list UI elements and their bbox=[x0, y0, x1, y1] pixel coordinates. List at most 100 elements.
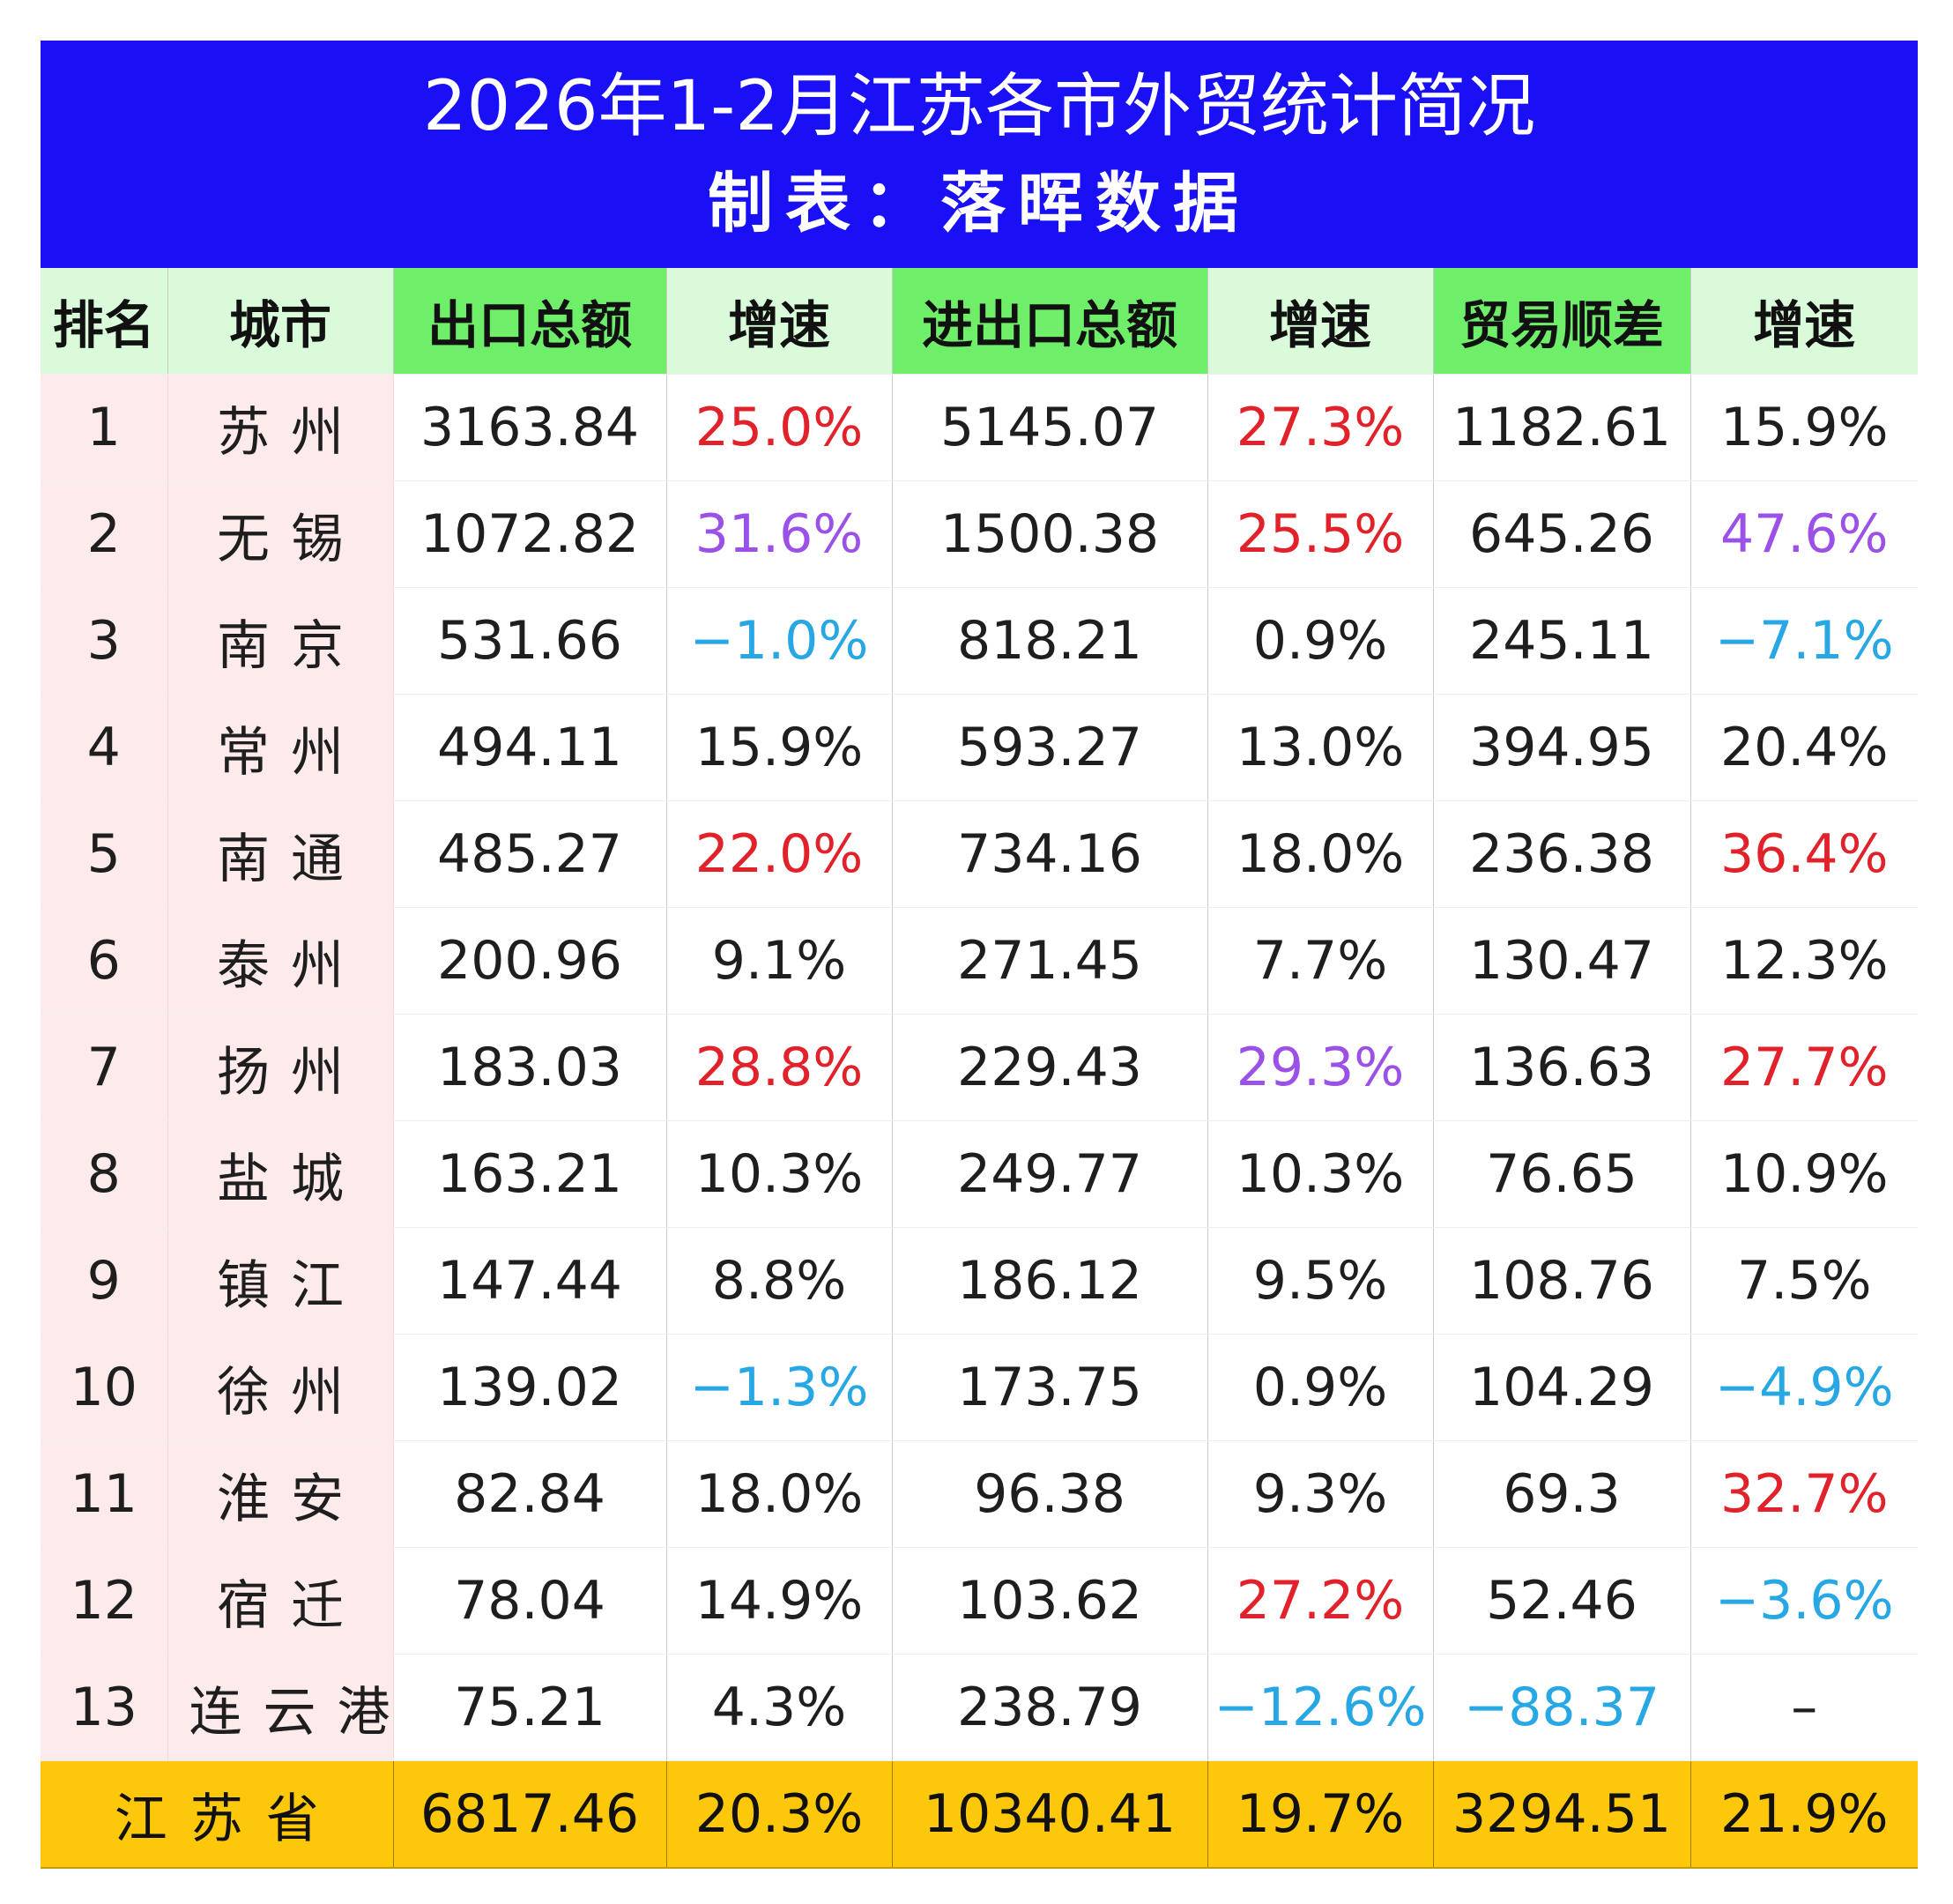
cell-export-growth: 8.8% bbox=[666, 1227, 893, 1335]
header-total-growth: 增速 bbox=[1207, 268, 1434, 375]
cell-city: 盐城 bbox=[167, 1120, 394, 1228]
cell-export-growth: 18.0% bbox=[666, 1440, 893, 1548]
cell-export: 494.11 bbox=[393, 694, 667, 801]
cell-total-trade: 173.75 bbox=[892, 1334, 1208, 1441]
cell-rank: 12 bbox=[41, 1547, 168, 1655]
cell-export-growth: 4.3% bbox=[666, 1654, 893, 1761]
cell-export: 147.44 bbox=[393, 1227, 667, 1335]
cell-total-growth: 27.3% bbox=[1207, 374, 1434, 481]
cell-surplus-growth: 10.9% bbox=[1690, 1120, 1918, 1228]
header-export: 出口总额 bbox=[393, 268, 667, 375]
header-surplus-growth: 增速 bbox=[1690, 268, 1918, 375]
cell-rank: 10 bbox=[41, 1334, 168, 1441]
header-surplus: 贸易顺差 bbox=[1433, 268, 1691, 375]
cell-export: 183.03 bbox=[393, 1014, 667, 1121]
cell-rank: 8 bbox=[41, 1120, 168, 1228]
title-banner: 2026年1-2月江苏各市外贸统计简况 制表：落晖数据 bbox=[41, 41, 1918, 268]
cell-city: 泰州 bbox=[167, 907, 394, 1015]
cell-surplus-growth: 36.4% bbox=[1690, 800, 1918, 908]
cell-export-growth: 15.9% bbox=[666, 694, 893, 801]
cell-city: 南京 bbox=[167, 587, 394, 695]
cell-city: 扬州 bbox=[167, 1014, 394, 1121]
cell-surplus-growth: 15.9% bbox=[1690, 374, 1918, 481]
table-row: 1 苏州 3163.84 25.0% 5145.07 27.3% 1182.61 15.9% bbox=[41, 374, 1918, 481]
cell-surplus: 69.3 bbox=[1433, 1440, 1691, 1548]
cell-total-growth: 18.0% bbox=[1207, 800, 1434, 908]
cell-rank: 11 bbox=[41, 1440, 168, 1548]
cell-total-growth: 7.7% bbox=[1207, 907, 1434, 1015]
cell-total-growth: 25.5% bbox=[1207, 480, 1434, 588]
header-row: 排名 城市 出口总额 增速 进出口总额 增速 贸易顺差 增速 bbox=[41, 268, 1918, 375]
cell-total-growth: 0.9% bbox=[1207, 1334, 1434, 1441]
cell-surplus-growth: 12.3% bbox=[1690, 907, 1918, 1015]
cell-total-trade: 96.38 bbox=[892, 1440, 1208, 1548]
cell-rank: 6 bbox=[41, 907, 168, 1015]
cell-export: 139.02 bbox=[393, 1334, 667, 1441]
table-row: 10 徐州 139.02 −1.3% 173.75 0.9% 104.29 −4.9% bbox=[41, 1334, 1918, 1441]
cell-surplus: 130.47 bbox=[1433, 907, 1691, 1015]
cell-export-growth: 10.3% bbox=[666, 1120, 893, 1228]
cell-total-trade: 249.77 bbox=[892, 1120, 1208, 1228]
cell-total-trade: 5145.07 bbox=[892, 374, 1208, 481]
cell-export-growth: 31.6% bbox=[666, 480, 893, 588]
cell-export-growth: −1.0% bbox=[666, 587, 893, 695]
cell-export: 485.27 bbox=[393, 800, 667, 908]
cell-surplus: −88.37 bbox=[1433, 1654, 1691, 1761]
total-export: 6817.46 bbox=[393, 1760, 667, 1869]
table-row: 8 盐城 163.21 10.3% 249.77 10.3% 76.65 10.9% bbox=[41, 1120, 1918, 1228]
table-row: 13 连云港 75.21 4.3% 238.79 −12.6% −88.37– bbox=[41, 1654, 1918, 1761]
cell-total-growth: −12.6% bbox=[1207, 1654, 1434, 1761]
header-rank: 排名 bbox=[41, 268, 168, 375]
header-export-growth: 增速 bbox=[666, 268, 893, 375]
table-row: 9 镇江 147.44 8.8% 186.12 9.5% 108.76 7.5% bbox=[41, 1227, 1918, 1335]
cell-surplus-growth: 32.7% bbox=[1690, 1440, 1918, 1548]
table-row: 12 宿迁 78.04 14.9% 103.62 27.2% 52.46 −3.6% bbox=[41, 1547, 1918, 1655]
cell-total-growth: 9.3% bbox=[1207, 1440, 1434, 1548]
cell-rank: 13 bbox=[41, 1654, 168, 1761]
cell-total-trade: 238.79 bbox=[892, 1654, 1208, 1761]
cell-city: 淮安 bbox=[167, 1440, 394, 1548]
cell-export-growth: 22.0% bbox=[666, 800, 893, 908]
cell-surplus: 245.11 bbox=[1433, 587, 1691, 695]
table-row: 2 无锡 1072.82 31.6% 1500.38 25.5% 645.26 47.6% bbox=[41, 480, 1918, 588]
table-row: 6 泰州 200.96 9.1% 271.45 7.7% 130.47 12.3% bbox=[41, 907, 1918, 1015]
cell-surplus-growth: −4.9% bbox=[1690, 1334, 1918, 1441]
cell-city: 常州 bbox=[167, 694, 394, 801]
cell-total-growth: 13.0% bbox=[1207, 694, 1434, 801]
cell-export: 531.66 bbox=[393, 587, 667, 695]
cell-total-growth: 9.5% bbox=[1207, 1227, 1434, 1335]
cell-surplus: 136.63 bbox=[1433, 1014, 1691, 1121]
table-row: 4 常州 494.11 15.9% 593.27 13.0% 394.95 20.4% bbox=[41, 694, 1918, 801]
cell-total-trade: 103.62 bbox=[892, 1547, 1208, 1655]
cell-rank: 2 bbox=[41, 480, 168, 588]
stats-sheet: 2026年1-2月江苏各市外贸统计简况 制表：落晖数据 排名 城市 出口总额 增… bbox=[41, 41, 1918, 1869]
header-total-trade: 进出口总额 bbox=[892, 268, 1208, 375]
total-surplus: 3294.51 bbox=[1433, 1760, 1691, 1869]
cell-surplus-growth: 27.7% bbox=[1690, 1014, 1918, 1121]
cell-export-growth: 28.8% bbox=[666, 1014, 893, 1121]
cell-surplus: 52.46 bbox=[1433, 1547, 1691, 1655]
cell-rank: 1 bbox=[41, 374, 168, 481]
table-title: 2026年1-2月江苏各市外贸统计简况 bbox=[423, 67, 1535, 146]
trade-stats-table: 排名 城市 出口总额 增速 进出口总额 增速 贸易顺差 增速 1 苏州 3163.8… bbox=[41, 268, 1918, 1869]
cell-city: 连云港 bbox=[167, 1654, 394, 1761]
cell-surplus: 394.95 bbox=[1433, 694, 1691, 801]
table-row: 11 淮安 82.84 18.0% 96.38 9.3% 69.3 32.7% bbox=[41, 1440, 1918, 1548]
cell-export-growth: −1.3% bbox=[666, 1334, 893, 1441]
total-export-growth: 20.3% bbox=[666, 1760, 893, 1869]
cell-total-trade: 271.45 bbox=[892, 907, 1208, 1015]
cell-export-growth: 25.0% bbox=[666, 374, 893, 481]
cell-surplus-growth: −7.1% bbox=[1690, 587, 1918, 695]
cell-surplus: 236.38 bbox=[1433, 800, 1691, 908]
cell-surplus: 1182.61 bbox=[1433, 374, 1691, 481]
table-row: 3 南京 531.66 −1.0% 818.21 0.9% 245.11 −7.1% bbox=[41, 587, 1918, 695]
cell-total-growth: 10.3% bbox=[1207, 1120, 1434, 1228]
cell-total-trade: 818.21 bbox=[892, 587, 1208, 695]
cell-city: 无锡 bbox=[167, 480, 394, 588]
table-subtitle: 制表：落晖数据 bbox=[708, 166, 1251, 242]
cell-export: 3163.84 bbox=[393, 374, 667, 481]
cell-city: 镇江 bbox=[167, 1227, 394, 1335]
cell-surplus-growth: −3.6% bbox=[1690, 1547, 1918, 1655]
total-row: 江苏省 6817.46 20.3% 10340.41 19.7% 3294.51… bbox=[41, 1760, 1918, 1869]
cell-rank: 3 bbox=[41, 587, 168, 695]
